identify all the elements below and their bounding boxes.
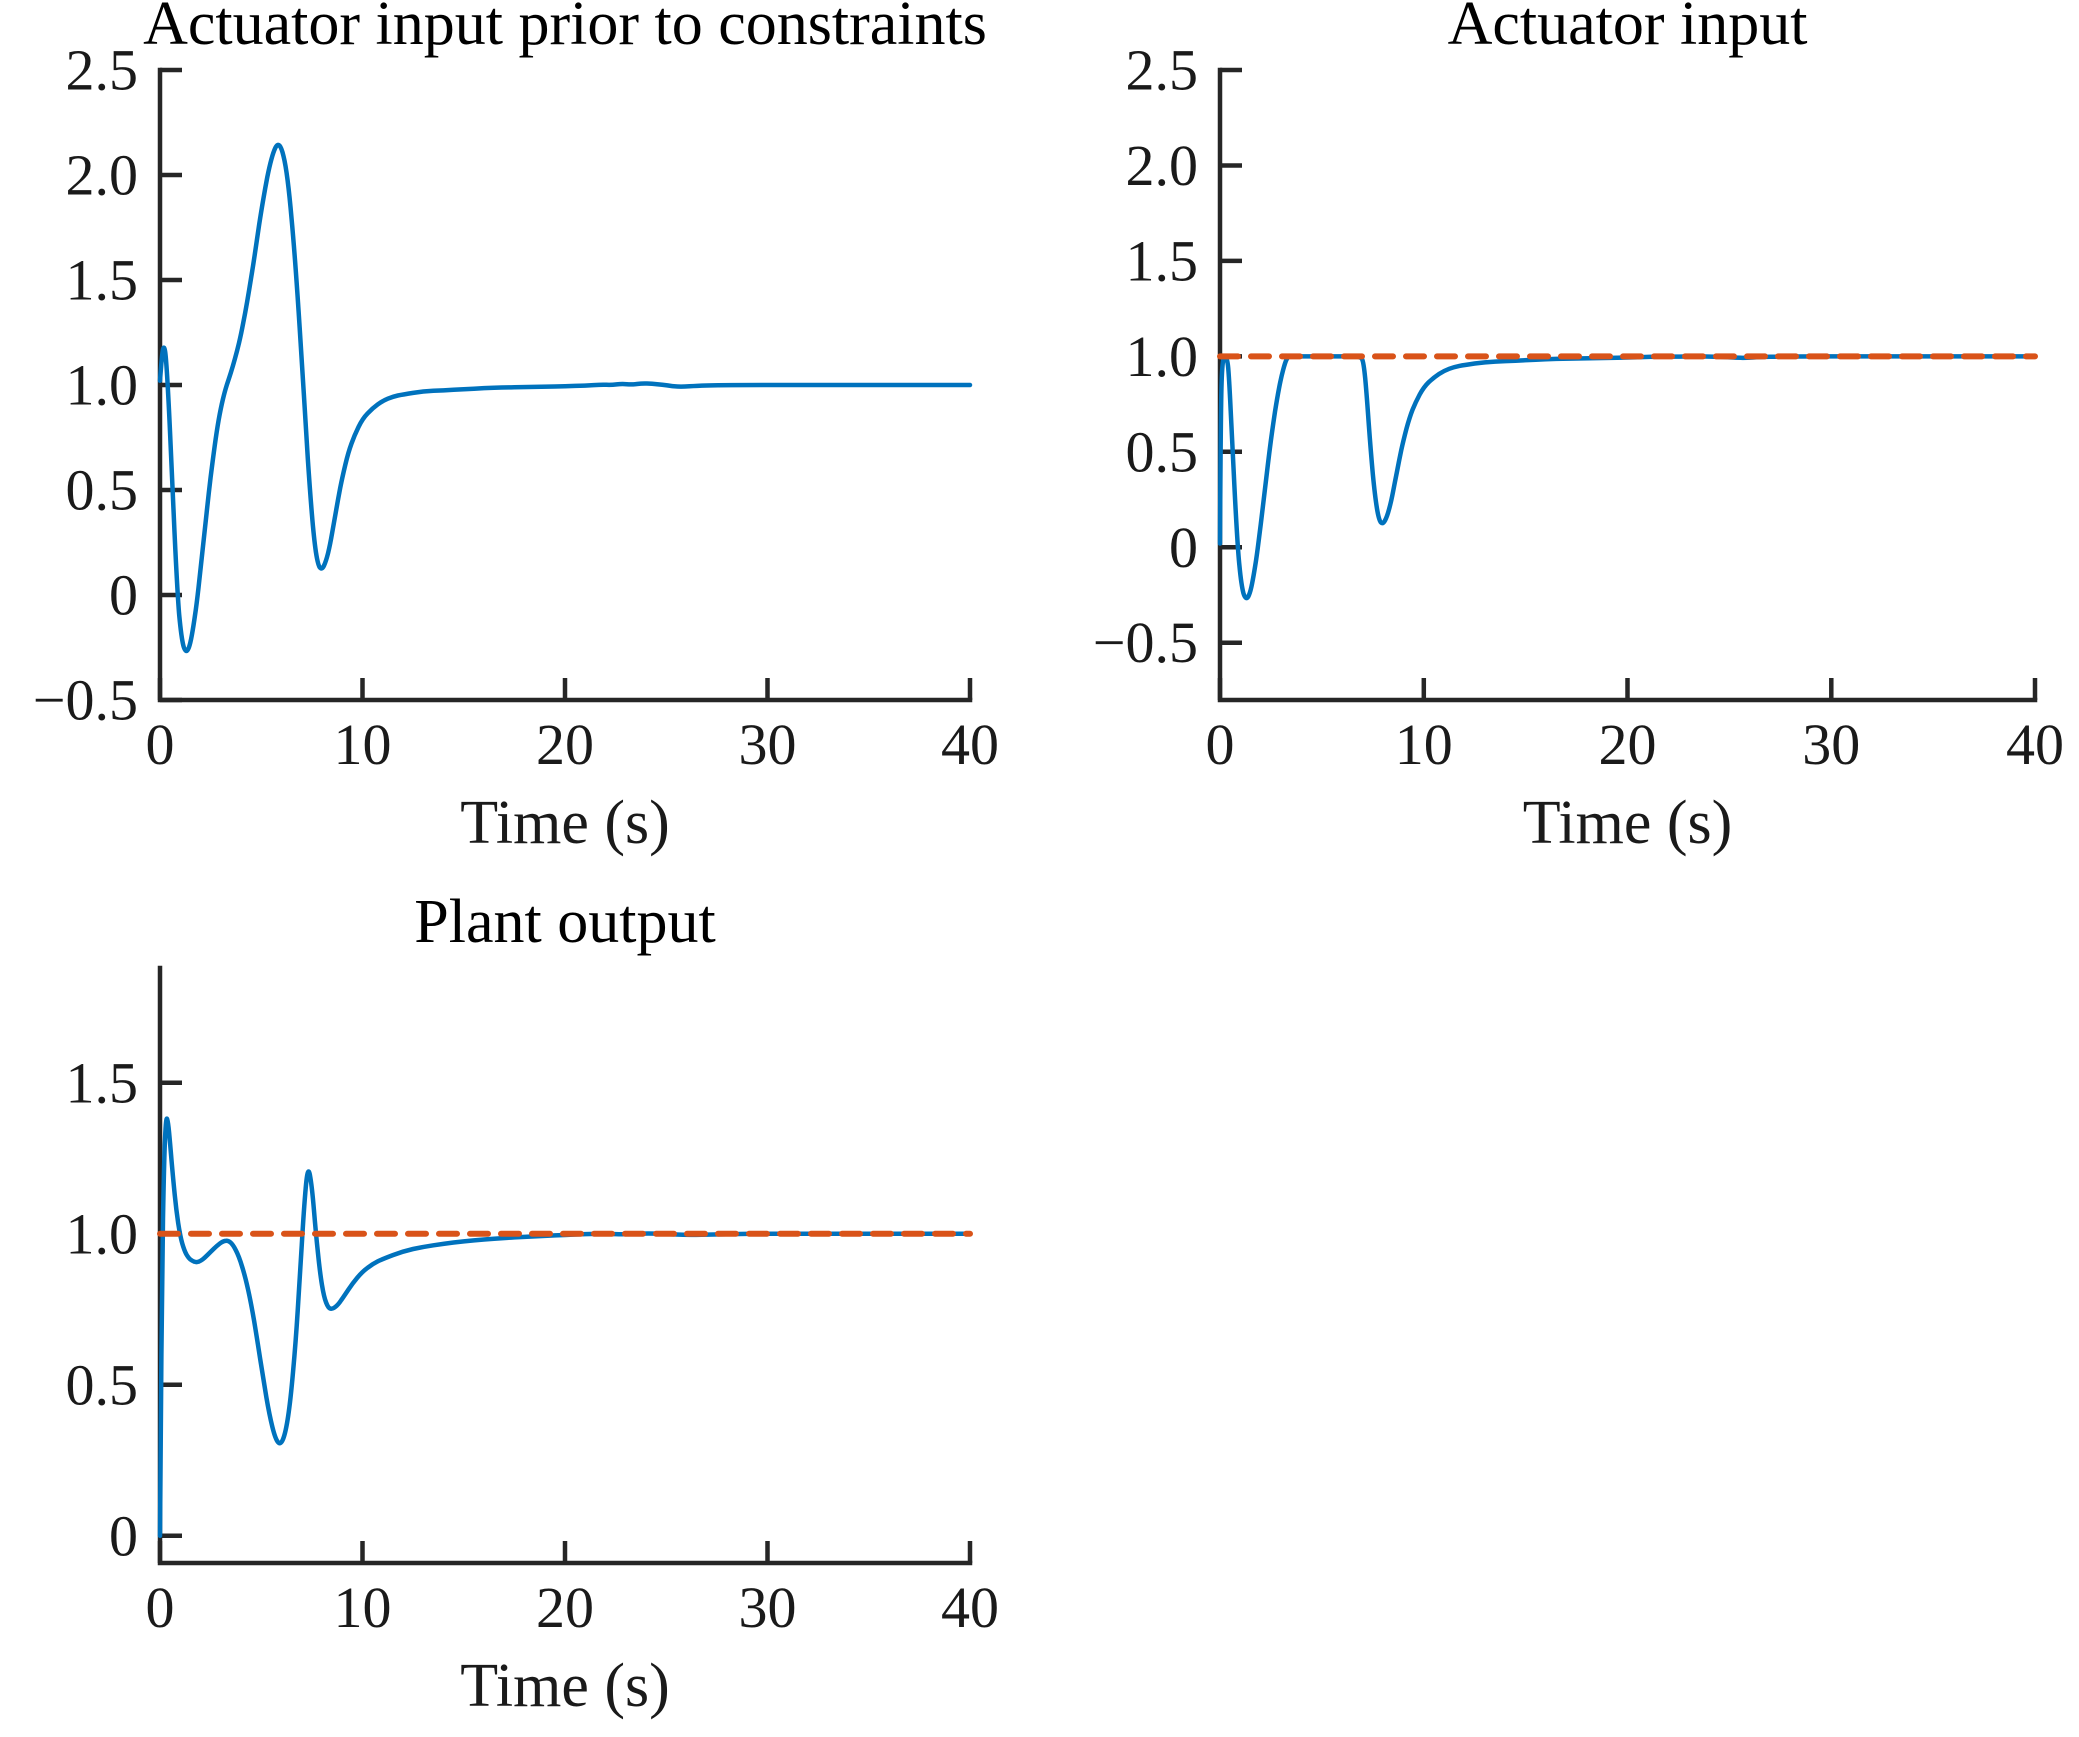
x-tick-label: 0: [146, 1575, 175, 1640]
series-unconstrained-actuator-input: [157, 142, 973, 654]
series-saturated-actuator-input: [1217, 354, 2038, 601]
chart-title-actuator-input: Actuator input: [1447, 0, 1808, 58]
x-tick-label: 20: [536, 1575, 594, 1640]
y-tick-label: 1.0: [1126, 324, 1199, 389]
x-tick-label: 20: [1599, 712, 1657, 777]
y-tick-label: 0: [109, 563, 138, 628]
x-tick-label: 0: [1206, 712, 1235, 777]
x-tick-label: 30: [739, 712, 797, 777]
x-tick-label: 10: [1395, 712, 1453, 777]
y-tick-label: 2.0: [66, 143, 139, 208]
x-tick-label: 0: [146, 712, 175, 777]
x-tick-label: 40: [2006, 712, 2064, 777]
x-axis-label-plant-output: Time (s): [460, 1652, 670, 1720]
axes-spines-plant-output: [157, 965, 973, 1566]
x-tick-label: 10: [334, 1575, 392, 1640]
x-tick-label: 30: [739, 1575, 797, 1640]
y-tick-label: 1.0: [66, 353, 139, 418]
subplot-actuator-input-prior: −0.500.51.01.52.02.50 10 20 30 40: [33, 38, 999, 778]
x-tick-label: 30: [1802, 712, 1860, 777]
y-tick-label: 1.5: [66, 1050, 139, 1115]
y-tick-label: 2.5: [1126, 38, 1199, 103]
series-plant-output-response: [157, 1116, 973, 1539]
y-tick-label: 2.0: [1126, 133, 1199, 198]
y-tick-label: 2.5: [66, 38, 139, 103]
x-axis-label-actuator-input: Time (s): [1522, 789, 1733, 857]
y-tick-label: −0.5: [33, 668, 138, 733]
chart-title-plant-output: Plant output: [414, 888, 716, 956]
y-tick-label: 1.5: [66, 248, 139, 313]
subplot-actuator-input: −0.500.51.01.52.02.50 10 20 30 40: [1093, 38, 2064, 778]
y-tick-label: 0.5: [66, 458, 139, 523]
chart-title-actuator-input-prior: Actuator input prior to constraints: [143, 0, 987, 58]
y-tick-label: 0: [109, 1503, 138, 1568]
subplot-plant-output: 0 0.5 1.0 1.5 0 10 20 30 40: [66, 965, 999, 1640]
y-tick-label: 0.5: [66, 1352, 139, 1417]
axes-spines-actuator-input: [1217, 67, 2038, 703]
y-tick-label: 0: [1169, 515, 1198, 580]
y-tick-label: 0.5: [1126, 419, 1199, 484]
x-tick-label: 40: [941, 712, 999, 777]
x-tick-label: 20: [536, 712, 594, 777]
y-tick-label: −0.5: [1093, 610, 1198, 675]
y-tick-label: 1.5: [1126, 228, 1199, 293]
y-tick-label: 1.0: [66, 1201, 139, 1266]
x-tick-label: 40: [941, 1575, 999, 1640]
x-tick-label: 10: [334, 712, 392, 777]
x-axis-label-actuator-input-prior: Time (s): [460, 789, 670, 857]
